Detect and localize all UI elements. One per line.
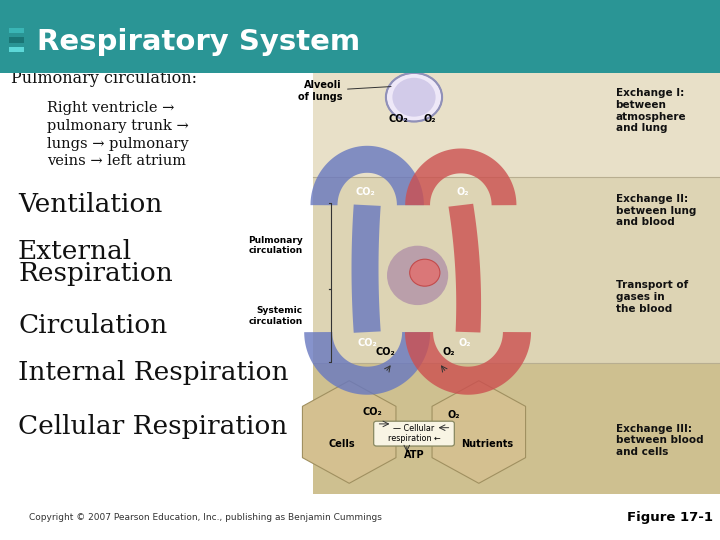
Bar xyxy=(9,37,24,43)
Polygon shape xyxy=(405,332,531,395)
Text: Circulation: Circulation xyxy=(18,313,167,338)
Bar xyxy=(0,0,720,73)
Text: — Cellular
respiration ←: — Cellular respiration ← xyxy=(387,424,441,443)
Text: Airways: Airways xyxy=(306,52,402,62)
Text: Nutrients: Nutrients xyxy=(462,438,513,449)
Text: CO₂: CO₂ xyxy=(377,19,397,29)
Polygon shape xyxy=(449,204,481,333)
Text: Copyright © 2007 Pearson Education, Inc., publishing as Benjamin Cummings: Copyright © 2007 Pearson Education, Inc.… xyxy=(29,513,382,522)
Bar xyxy=(0,494,720,540)
Text: Exchange III:
between blood
and cells: Exchange III: between blood and cells xyxy=(616,423,703,457)
Text: Cells: Cells xyxy=(329,438,355,449)
Bar xyxy=(0,73,313,494)
Text: lungs → pulmonary: lungs → pulmonary xyxy=(47,137,189,151)
Text: Pulmonary
circulation: Pulmonary circulation xyxy=(248,236,302,255)
Ellipse shape xyxy=(386,73,442,122)
Text: Systemic
circulation: Systemic circulation xyxy=(248,306,302,326)
Text: Exchange II:
between lung
and blood: Exchange II: between lung and blood xyxy=(616,194,696,227)
Polygon shape xyxy=(310,146,424,205)
Text: Right ventricle →: Right ventricle → xyxy=(47,101,174,115)
Text: CO₂: CO₂ xyxy=(388,113,408,124)
Text: ATP: ATP xyxy=(404,450,424,461)
FancyBboxPatch shape xyxy=(374,421,454,446)
Text: O₂: O₂ xyxy=(458,338,471,348)
Polygon shape xyxy=(351,205,381,333)
Bar xyxy=(313,73,720,177)
Bar xyxy=(9,28,24,33)
Text: Cellular Respiration: Cellular Respiration xyxy=(18,414,287,439)
Text: External: External xyxy=(18,239,132,264)
Text: O₂: O₂ xyxy=(442,347,455,357)
Text: pulmonary trunk →: pulmonary trunk → xyxy=(47,119,189,133)
Ellipse shape xyxy=(387,246,449,305)
Ellipse shape xyxy=(392,78,436,117)
Text: CO₂: CO₂ xyxy=(355,187,375,198)
Text: O₂: O₂ xyxy=(433,19,446,29)
Text: Figure 17-1: Figure 17-1 xyxy=(626,511,713,524)
Bar xyxy=(313,177,720,363)
Text: Alveoli
of lungs: Alveoli of lungs xyxy=(297,80,391,102)
PathPatch shape xyxy=(432,381,526,483)
Text: O₂: O₂ xyxy=(456,187,469,198)
Text: veins → left atrium: veins → left atrium xyxy=(47,154,186,168)
Text: CO₂: CO₂ xyxy=(362,407,382,417)
Bar xyxy=(313,363,720,494)
PathPatch shape xyxy=(302,381,396,483)
Polygon shape xyxy=(405,148,516,205)
Text: Exchange I:
between
atmosphere
and lung: Exchange I: between atmosphere and lung xyxy=(616,89,686,133)
Text: Transport of
gases in
the blood: Transport of gases in the blood xyxy=(616,280,688,314)
Text: Respiration: Respiration xyxy=(18,261,173,286)
Text: CO₂: CO₂ xyxy=(357,338,377,348)
Ellipse shape xyxy=(410,259,440,286)
Text: Internal Respiration: Internal Respiration xyxy=(18,360,289,385)
Text: Ventilation: Ventilation xyxy=(18,192,163,217)
Bar xyxy=(9,47,24,52)
Text: O₂: O₂ xyxy=(447,410,460,421)
Text: Respiratory System: Respiratory System xyxy=(37,28,361,56)
FancyBboxPatch shape xyxy=(399,31,429,72)
Text: CO₂: CO₂ xyxy=(375,347,395,357)
Text: O₂: O₂ xyxy=(423,113,436,124)
Text: Pulmonary circulation:: Pulmonary circulation: xyxy=(11,70,197,87)
Polygon shape xyxy=(305,332,430,395)
